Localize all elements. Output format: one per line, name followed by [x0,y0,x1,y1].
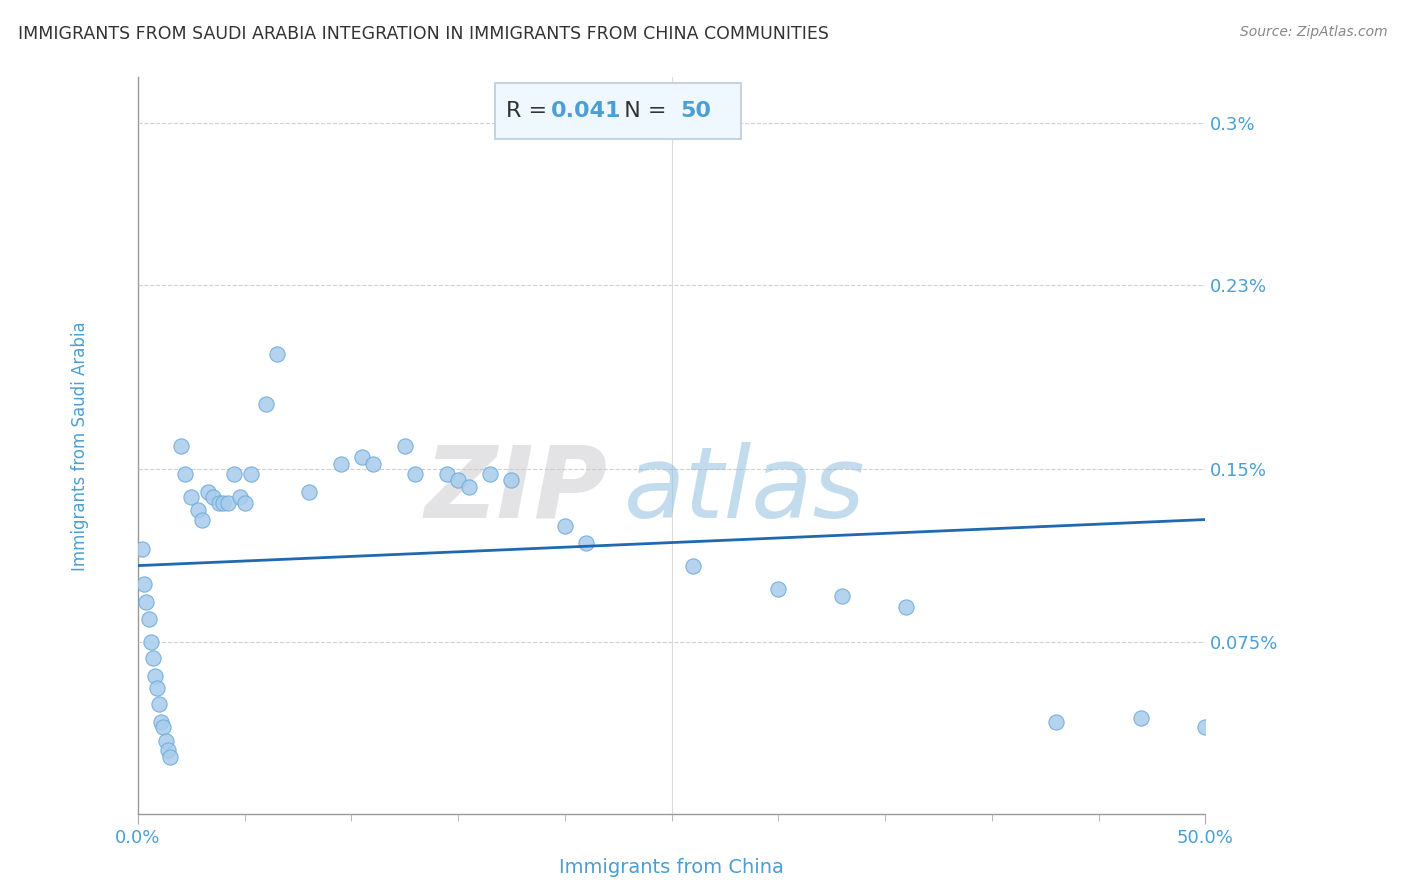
Point [201,490,224,504]
Point [159,749,181,764]
Point [682,558,704,573]
Point [457,480,479,494]
Point [138,611,160,625]
Point [148,697,170,711]
Point [150,715,173,730]
Point [329,458,352,472]
Point [768,582,790,596]
Point [436,467,458,481]
Point [254,397,277,411]
Point [233,496,256,510]
Point [212,496,235,510]
Point [554,519,576,533]
Text: Source: ZipAtlas.com: Source: ZipAtlas.com [1240,25,1388,39]
Point [404,467,426,481]
Point [152,720,174,734]
Text: 50: 50 [681,101,711,120]
Y-axis label: Immigrants from Saudi Arabia: Immigrants from Saudi Arabia [72,321,89,571]
Point [187,503,209,517]
Point [298,484,321,499]
Text: R =: R = [506,101,554,120]
Point [266,347,288,361]
Point [146,681,169,695]
Point [831,589,853,603]
Point [139,634,162,648]
Point [191,512,214,526]
Point [180,490,202,504]
Point [135,595,157,609]
Point [361,458,384,472]
Point [479,467,502,481]
Text: atlas: atlas [623,442,865,539]
Point [1045,715,1067,730]
Point [222,467,245,481]
Point [575,535,598,549]
Point [142,650,165,665]
FancyBboxPatch shape [495,83,741,138]
Point [197,484,219,499]
Point [173,467,195,481]
Point [134,577,156,591]
Point [394,439,416,453]
Point [217,496,239,510]
Point [155,733,177,747]
Point [131,542,153,557]
Text: N =: N = [610,101,673,120]
Point [229,490,252,504]
Text: ZIP: ZIP [425,442,607,539]
Text: IMMIGRANTS FROM SAUDI ARABIA INTEGRATION IN IMMIGRANTS FROM CHINA COMMUNITIES: IMMIGRANTS FROM SAUDI ARABIA INTEGRATION… [18,25,830,43]
Text: 0.041: 0.041 [551,101,621,120]
Point [501,474,523,488]
Point [156,743,179,757]
Point [447,474,470,488]
Point [1130,710,1153,724]
Point [143,669,166,683]
Point [208,496,231,510]
Point [1194,720,1216,734]
Point [240,467,263,481]
Point [350,450,373,465]
Point [169,439,191,453]
Point [896,600,918,615]
X-axis label: Immigrants from China: Immigrants from China [560,858,785,877]
